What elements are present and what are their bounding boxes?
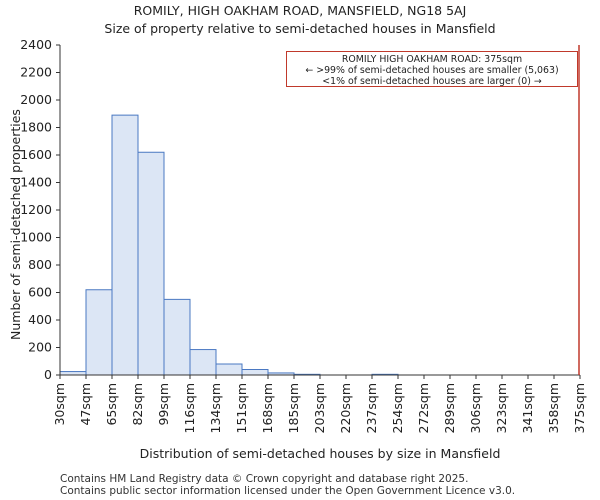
y-tick-label: 400 bbox=[28, 312, 52, 327]
x-tick-label: 254sqm bbox=[390, 383, 405, 433]
y-tick-label: 2200 bbox=[20, 65, 52, 80]
y-tick-label: 1400 bbox=[20, 175, 52, 190]
chart-title-line1: ROMILY, HIGH OAKHAM ROAD, MANSFIELD, NG1… bbox=[133, 3, 467, 18]
y-tick-label: 200 bbox=[28, 340, 52, 355]
bar bbox=[241, 369, 269, 376]
y-tick-label: 2000 bbox=[20, 92, 52, 107]
footer-line1: Contains HM Land Registry data © Crown c… bbox=[60, 473, 469, 485]
x-tick-label: 47sqm bbox=[78, 383, 93, 426]
annotation-line2: ← >99% of semi-detached houses are small… bbox=[305, 65, 559, 76]
x-tick-label: 220sqm bbox=[338, 383, 353, 433]
bar bbox=[215, 363, 243, 376]
annotation-line1: ROMILY HIGH OAKHAM ROAD: 375sqm bbox=[341, 54, 523, 65]
x-tick-label: 30sqm bbox=[52, 383, 67, 426]
x-tick-label: 134sqm bbox=[208, 383, 223, 433]
x-axis-label: Distribution of semi-detached houses by … bbox=[139, 446, 501, 461]
x-tick-label: 203sqm bbox=[312, 383, 327, 433]
bar bbox=[85, 289, 113, 376]
x-tick-label: 185sqm bbox=[286, 383, 301, 433]
x-tick-label: 341sqm bbox=[520, 383, 535, 433]
y-tick-label: 2400 bbox=[20, 37, 52, 52]
bar bbox=[111, 114, 139, 376]
y-tick-label: 1000 bbox=[20, 230, 52, 245]
x-tick-label: 99sqm bbox=[156, 383, 171, 426]
bar bbox=[59, 371, 87, 376]
x-tick-label: 65sqm bbox=[104, 383, 119, 426]
y-tick-label: 1600 bbox=[20, 147, 52, 162]
y-tick-label: 800 bbox=[28, 257, 52, 272]
annotation-line3: <1% of semi-detached houses are larger (… bbox=[322, 76, 542, 87]
x-tick-label: 358sqm bbox=[546, 383, 561, 433]
chart-title-line2: Size of property relative to semi-detach… bbox=[104, 21, 496, 36]
bar bbox=[189, 349, 217, 376]
bar bbox=[163, 298, 191, 376]
marker-annotation: ROMILY HIGH OAKHAM ROAD: 375sqm ← >99% o… bbox=[286, 51, 578, 87]
x-tick-label: 151sqm bbox=[234, 383, 249, 433]
y-axis-label: Number of semi-detached properties bbox=[8, 109, 23, 340]
y-tick-label: 600 bbox=[28, 285, 52, 300]
y-tick-label: 1800 bbox=[20, 120, 52, 135]
y-tick-label: 1200 bbox=[20, 202, 52, 217]
x-tick-label: 306sqm bbox=[468, 383, 483, 433]
y-tick-label: 0 bbox=[44, 367, 52, 382]
x-tick-label: 289sqm bbox=[442, 383, 457, 433]
x-tick-label: 323sqm bbox=[494, 383, 509, 433]
x-tick-label: 375sqm bbox=[572, 383, 587, 433]
footer-line2: Contains public sector information licen… bbox=[60, 485, 516, 497]
bar bbox=[137, 151, 165, 376]
x-tick-label: 168sqm bbox=[260, 383, 275, 433]
x-tick-label: 237sqm bbox=[364, 383, 379, 433]
x-tick-label: 82sqm bbox=[130, 383, 145, 426]
x-tick-label: 272sqm bbox=[416, 383, 431, 433]
x-tick-label: 116sqm bbox=[182, 383, 197, 433]
